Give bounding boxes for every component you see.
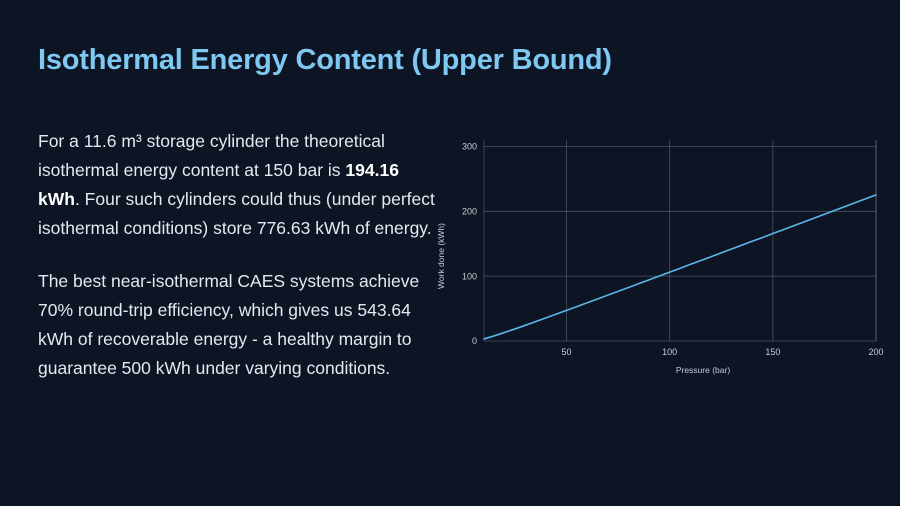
x-gridlines	[483, 140, 877, 341]
x-axis-label: Pressure (bar)	[676, 365, 730, 375]
body-text-column: For a 11.6 m³ storage cylinder the theor…	[38, 127, 436, 383]
x-tick-label: 150	[765, 347, 780, 357]
chart-canvas: Work done (kWh) Pressure (bar) 0 100 200 30…	[436, 140, 884, 375]
x-tick-labels: 50 100 150 200	[562, 347, 884, 357]
y-tick-label: 300	[462, 142, 477, 152]
y-gridlines	[484, 146, 876, 342]
series-line-isothermal-work	[483, 194, 877, 340]
paragraph-1-part-1: For a 11.6 m³ storage cylinder the theor…	[38, 131, 385, 180]
paragraph-1-part-2: . Four such cylinders could thus (under …	[38, 189, 435, 238]
isothermal-work-chart: Work done (kWh) Pressure (bar) 0 100 200 30…	[432, 122, 884, 390]
energy-value-emphasis: 194.16 kWh	[38, 160, 399, 209]
paragraph-efficiency: The best near-isothermal CAES systems ac…	[38, 271, 420, 378]
paragraph-energy-content: For a 11.6 m³ storage cylinder the theor…	[38, 127, 436, 243]
y-axis-label: Work done (kWh)	[436, 223, 446, 289]
y-tick-label: 200	[462, 207, 477, 217]
x-tick-label: 200	[868, 347, 883, 357]
page-title: Isothermal Energy Content (Upper Bound)	[38, 44, 612, 76]
x-tick-label: 50	[562, 347, 572, 357]
x-tick-label: 100	[662, 347, 677, 357]
y-tick-labels: 0 100 200 300	[462, 142, 477, 347]
y-tick-label: 100	[462, 271, 477, 281]
y-tick-label: 0	[472, 336, 477, 346]
